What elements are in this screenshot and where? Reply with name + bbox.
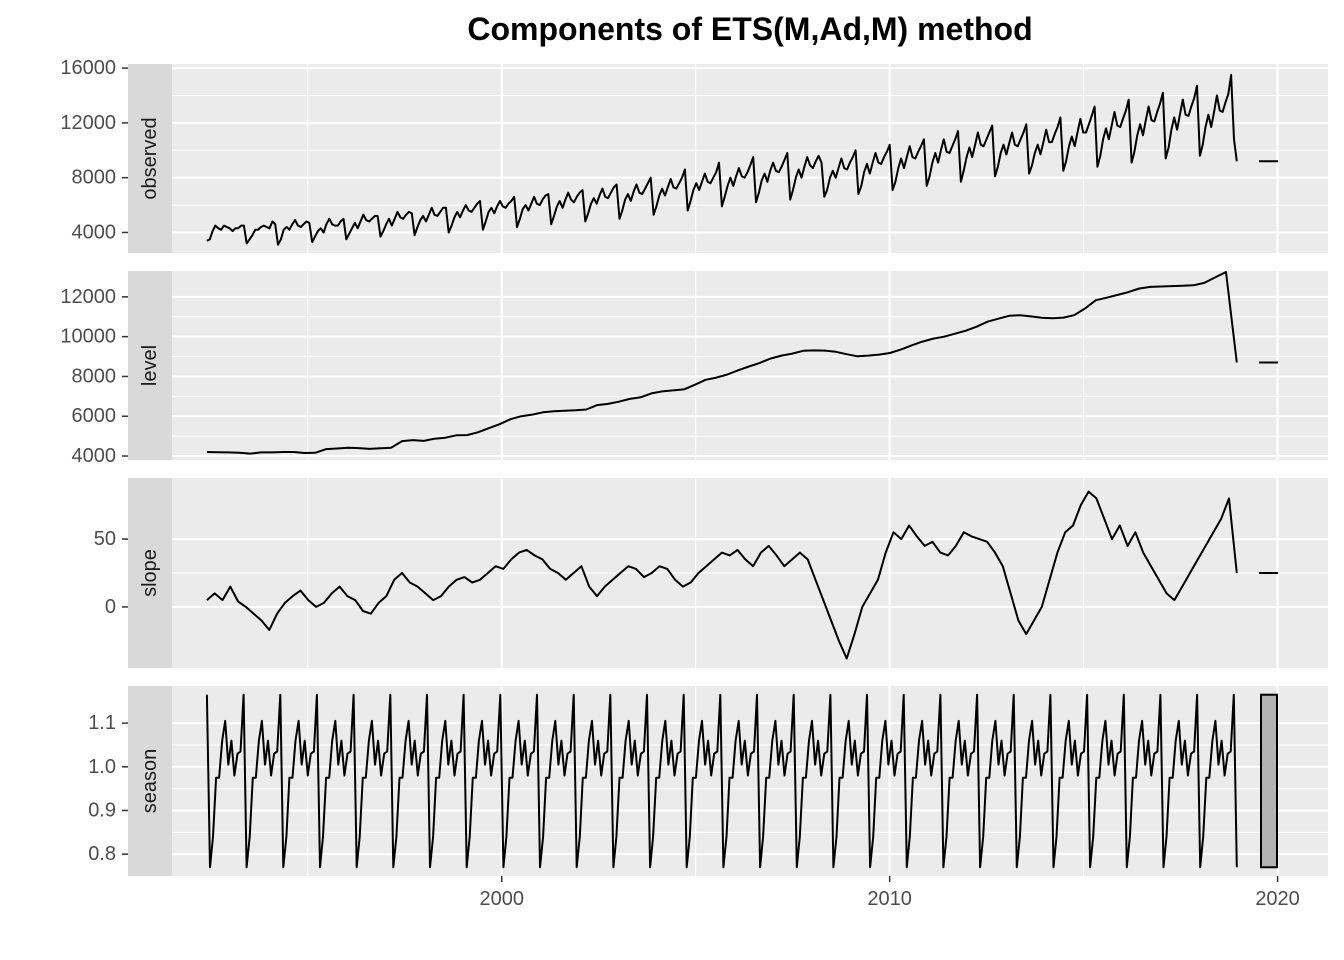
strip-label-slope: slope (139, 549, 161, 597)
y-tick-label: 0 (105, 596, 116, 618)
strip-label-observed: observed (139, 117, 161, 199)
x-axis: 2000 2010 2020 (479, 876, 1300, 910)
x-tick-label: 2020 (1255, 888, 1300, 910)
y-tick-label: 0.8 (88, 843, 116, 865)
strip-background (128, 64, 172, 253)
y-tick-label: 0.9 (88, 799, 116, 821)
series-line-observed (206, 74, 1238, 246)
panel-observed: observed 4000 8000 12000 16000 (60, 57, 1328, 253)
y-tick-label: 4000 (72, 221, 117, 243)
series-line-level (206, 271, 1238, 455)
y-tick-label: 12000 (60, 112, 116, 134)
y-tick-label: 50 (94, 528, 116, 550)
series-line-season (205, 693, 1238, 869)
y-tick-label: 1.0 (88, 756, 116, 778)
y-tick-label: 12000 (60, 286, 116, 308)
panel-slope: slope 0 50 (94, 478, 1328, 668)
panel-background (172, 686, 1328, 876)
strip-background (128, 478, 172, 668)
y-tick-label: 10000 (60, 326, 116, 348)
strip-background (128, 686, 172, 876)
facet-panels: observed 4000 8000 12000 16000 level 4000 6000 8… (60, 57, 1328, 876)
panel-background (172, 64, 1328, 253)
y-tick-label: 6000 (72, 405, 117, 427)
y-tick-label: 4000 (72, 445, 117, 467)
y-tick-label: 8000 (72, 365, 117, 387)
chart-title: Components of ETS(M,Ad,M) method (467, 11, 1032, 47)
panel-level: level 4000 6000 8000 10000 12000 (60, 271, 1328, 467)
y-tick-label: 8000 (72, 167, 117, 189)
panel-season: season 0.8 0.9 1.0 1.1 (88, 686, 1328, 876)
strip-background (128, 271, 172, 460)
range-bar (1260, 693, 1278, 869)
strip-label-season: season (139, 749, 161, 814)
strip-label-level: level (139, 345, 161, 386)
x-tick-label: 2010 (867, 888, 912, 910)
x-tick-label: 2000 (479, 888, 524, 910)
y-tick-label: 1.1 (88, 712, 116, 734)
series-line-slope (206, 490, 1238, 660)
y-tick-label: 16000 (60, 57, 116, 79)
